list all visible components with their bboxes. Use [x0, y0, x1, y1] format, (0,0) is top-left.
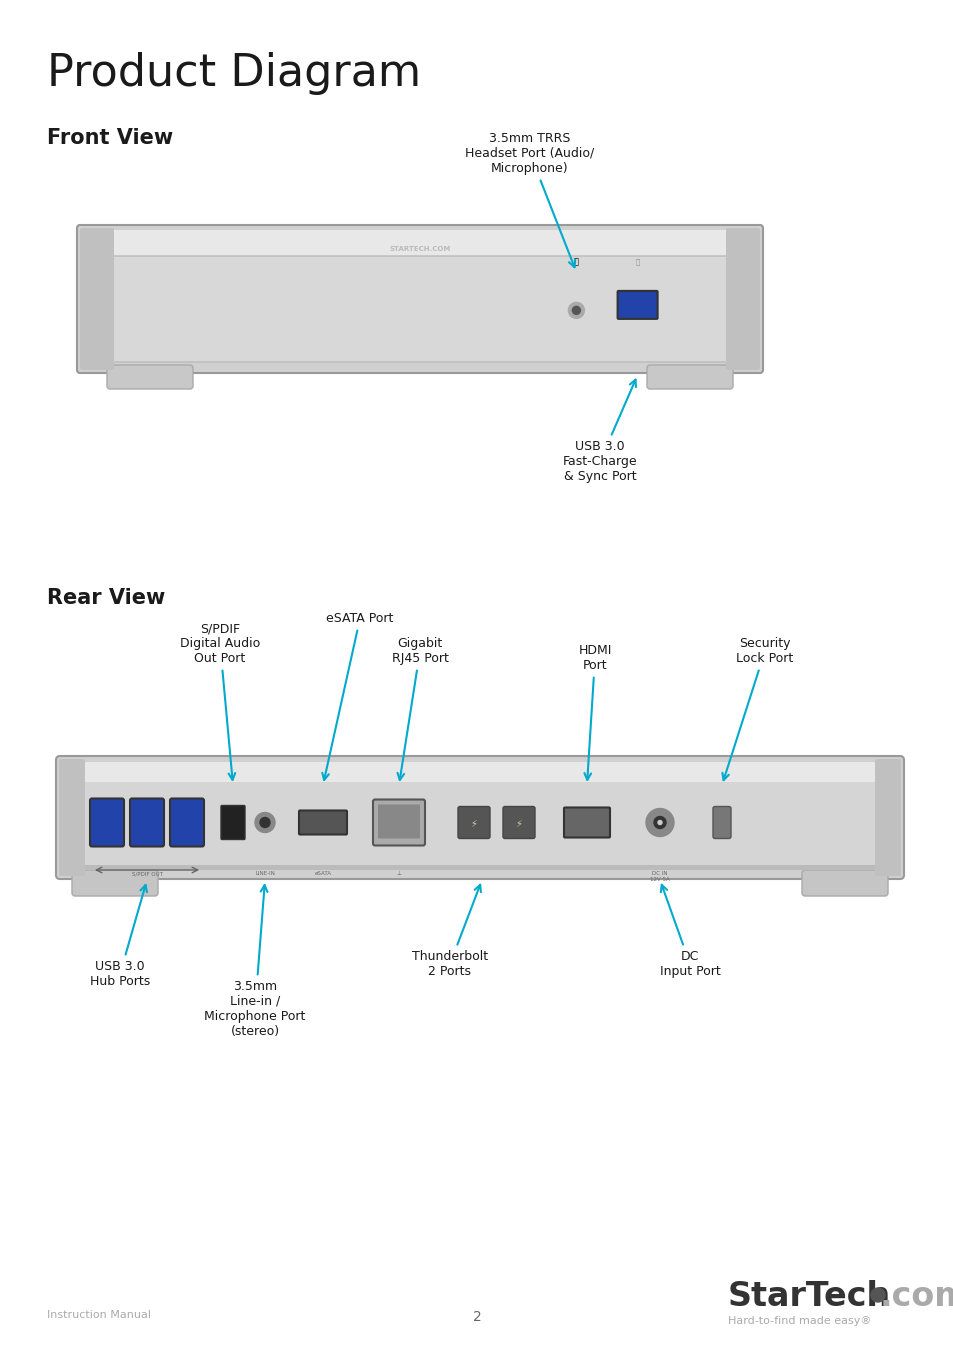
- FancyBboxPatch shape: [80, 229, 113, 370]
- FancyBboxPatch shape: [107, 364, 193, 389]
- FancyBboxPatch shape: [170, 799, 204, 846]
- Text: Thunderbolt
2 Ports: Thunderbolt 2 Ports: [412, 885, 488, 978]
- Circle shape: [645, 808, 673, 837]
- Text: S/PDIF OUT: S/PDIF OUT: [132, 872, 162, 876]
- Text: Hard-to-find made easy®: Hard-to-find made easy®: [727, 1315, 870, 1326]
- Circle shape: [568, 303, 584, 319]
- Text: Security
Lock Port: Security Lock Port: [721, 638, 793, 780]
- Text: STARTECH.COM: STARTECH.COM: [389, 246, 450, 252]
- Text: Rear View: Rear View: [47, 588, 165, 608]
- Text: eSATA Port: eSATA Port: [322, 612, 394, 780]
- Text: Front View: Front View: [47, 128, 172, 148]
- FancyBboxPatch shape: [617, 291, 657, 319]
- FancyBboxPatch shape: [502, 807, 535, 838]
- Text: Instruction Manual: Instruction Manual: [47, 1310, 151, 1319]
- FancyBboxPatch shape: [563, 807, 609, 838]
- Text: StarTech: StarTech: [727, 1280, 890, 1313]
- Bar: [80, 781, 879, 868]
- FancyBboxPatch shape: [298, 811, 347, 834]
- Text: 🎧: 🎧: [574, 257, 578, 266]
- Bar: [80, 865, 879, 870]
- FancyBboxPatch shape: [646, 364, 732, 389]
- FancyBboxPatch shape: [56, 756, 903, 880]
- Text: DC
Input Port: DC Input Port: [659, 885, 720, 978]
- Text: USB 3.0
Hub Ports: USB 3.0 Hub Ports: [90, 885, 150, 989]
- Circle shape: [572, 307, 579, 315]
- Text: Gigabit
RJ45 Port: Gigabit RJ45 Port: [391, 638, 448, 780]
- FancyBboxPatch shape: [373, 799, 424, 846]
- Text: LINE-IN: LINE-IN: [254, 872, 274, 876]
- Circle shape: [870, 1289, 884, 1302]
- Text: ⬛: ⬛: [635, 258, 639, 265]
- FancyBboxPatch shape: [77, 225, 762, 373]
- FancyBboxPatch shape: [874, 759, 900, 876]
- FancyBboxPatch shape: [130, 799, 164, 846]
- FancyBboxPatch shape: [712, 807, 730, 838]
- Text: HDMI
Port: HDMI Port: [578, 644, 611, 780]
- Circle shape: [658, 820, 661, 824]
- FancyBboxPatch shape: [71, 870, 158, 896]
- Text: S/PDIF
Digital Audio
Out Port: S/PDIF Digital Audio Out Port: [180, 621, 260, 780]
- Text: 3.5mm
Line-in /
Microphone Port
(stereo): 3.5mm Line-in / Microphone Port (stereo): [204, 885, 305, 1038]
- FancyBboxPatch shape: [59, 759, 85, 876]
- Text: ⚡: ⚡: [515, 819, 522, 829]
- Text: 2: 2: [472, 1310, 481, 1323]
- Circle shape: [260, 818, 270, 827]
- Text: 3.5mm TRRS
Headset Port (Audio/
Microphone): 3.5mm TRRS Headset Port (Audio/ Micropho…: [465, 132, 594, 268]
- FancyBboxPatch shape: [62, 763, 897, 781]
- FancyBboxPatch shape: [725, 229, 760, 370]
- Circle shape: [654, 816, 665, 829]
- Text: USB 3.0
Fast-Charge
& Sync Port: USB 3.0 Fast-Charge & Sync Port: [562, 379, 637, 483]
- FancyBboxPatch shape: [83, 230, 757, 256]
- FancyBboxPatch shape: [221, 806, 245, 839]
- Text: DC IN
12V 5A: DC IN 12V 5A: [649, 872, 669, 882]
- Text: ⊥: ⊥: [396, 872, 401, 876]
- FancyBboxPatch shape: [103, 256, 737, 362]
- FancyBboxPatch shape: [801, 870, 887, 896]
- FancyBboxPatch shape: [457, 807, 490, 838]
- Text: .com: .com: [879, 1280, 953, 1313]
- FancyBboxPatch shape: [90, 799, 124, 846]
- Text: eSATA: eSATA: [314, 872, 331, 876]
- FancyBboxPatch shape: [377, 804, 419, 838]
- Circle shape: [254, 812, 274, 833]
- Text: Product Diagram: Product Diagram: [47, 52, 420, 95]
- Text: ⚡: ⚡: [470, 819, 476, 829]
